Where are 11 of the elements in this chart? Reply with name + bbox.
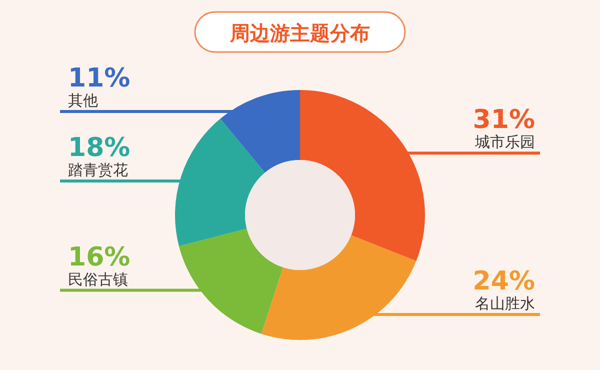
slice-label: 城市乐园: [474, 133, 535, 152]
chart-title: 周边游主题分布: [229, 21, 370, 45]
data-label: 11%: [68, 64, 130, 94]
data-label: 24%: [472, 266, 535, 297]
data-label: 16%: [68, 242, 130, 272]
slice-label: 民俗古镇: [68, 270, 128, 288]
slice-label: 名山胜水: [475, 294, 535, 313]
data-label: 31%: [472, 105, 535, 136]
slice-label: 踏青赏花: [68, 161, 128, 180]
data-label: 18%: [68, 133, 130, 164]
slice-label: 其他: [68, 92, 98, 110]
